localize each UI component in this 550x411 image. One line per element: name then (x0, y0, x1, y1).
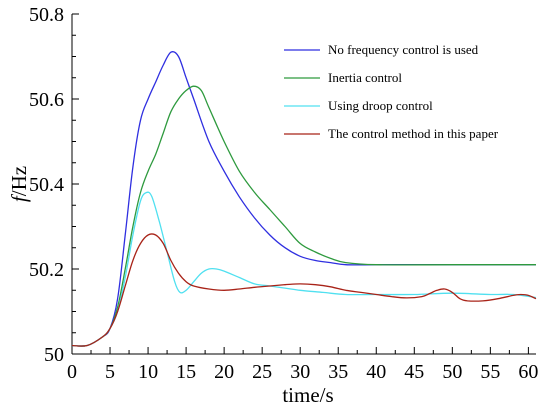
y-axis-title: f/Hz (7, 166, 31, 202)
series-line-1 (71, 51, 536, 347)
x-tick-label: 40 (366, 361, 386, 383)
x-tick-label: 60 (518, 361, 538, 383)
x-tick-label: 5 (105, 361, 115, 383)
x-tick-label: 45 (404, 361, 424, 383)
y-tick-label: 50.2 (29, 259, 64, 281)
x-tick-label: 30 (290, 361, 310, 383)
axes: 0 5 10 15 20 25 30 35 40 45 50 55 60 50 50.2 50.4 50.6 50… (29, 4, 538, 383)
series-lines (71, 51, 537, 347)
x-tick-label: 15 (176, 361, 196, 383)
legend-label-4: The control method in this paper (328, 126, 499, 141)
x-tick-label: 20 (214, 361, 234, 383)
y-axis-title-variable: f (7, 193, 31, 202)
y-tick-label: 50.8 (29, 4, 64, 26)
y-tick-label: 50 (44, 344, 64, 366)
series-line-4 (71, 233, 537, 347)
x-tick-label: 35 (328, 361, 348, 383)
x-tick-label: 55 (480, 361, 500, 383)
legend-label-1: No frequency control is used (328, 42, 479, 57)
y-tick-label: 50.4 (29, 174, 64, 196)
series-line-3 (71, 191, 537, 347)
legend-label-2: Inertia control (328, 70, 402, 85)
x-axis-title: time/s (282, 383, 333, 407)
x-tick-label: 0 (67, 361, 77, 383)
x-tick-label: 10 (138, 361, 158, 383)
y-tick-label: 50.6 (29, 89, 64, 111)
legend-label-3: Using droop control (328, 98, 433, 113)
legend: No frequency control is used Inertia cont… (284, 42, 499, 141)
series-line-2 (71, 85, 536, 347)
x-tick-label: 25 (252, 361, 272, 383)
y-axis-title-unit: /Hz (7, 166, 31, 196)
x-tick-label: 50 (442, 361, 462, 383)
